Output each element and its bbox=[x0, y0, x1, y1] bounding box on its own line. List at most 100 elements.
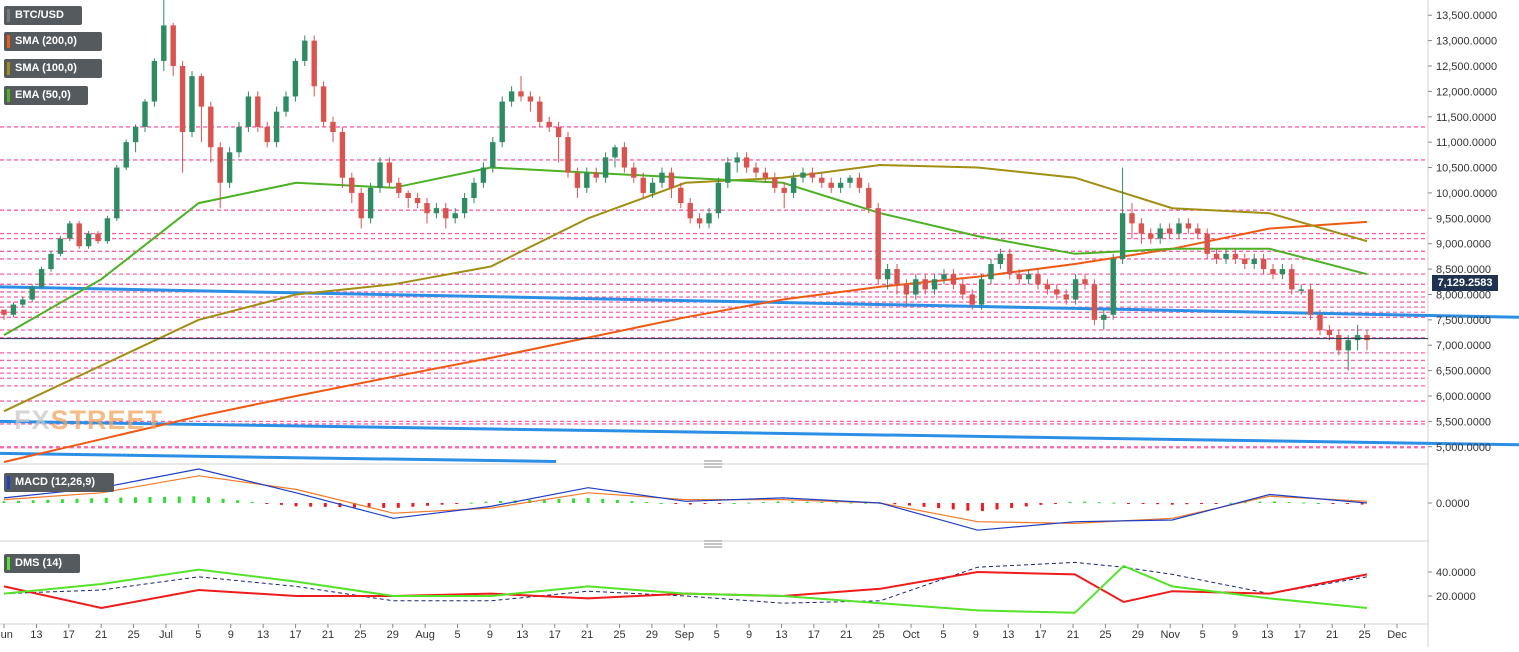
macd-histogram-bar bbox=[75, 498, 79, 503]
macd-histogram-bar bbox=[951, 503, 955, 510]
macd-histogram-bar bbox=[1126, 503, 1130, 504]
x-tick-label: Jun bbox=[0, 629, 13, 641]
macd-histogram-bar bbox=[2, 501, 6, 503]
macd-histogram-bar bbox=[1156, 503, 1160, 505]
x-tick-label: 13 bbox=[30, 629, 42, 641]
candle-body bbox=[67, 223, 73, 239]
candle-body bbox=[1260, 258, 1267, 270]
x-tick-label: 25 bbox=[1099, 629, 1111, 641]
legend-sma200-swatch bbox=[7, 35, 10, 48]
candle-body bbox=[753, 167, 759, 173]
x-tick-label: 21 bbox=[840, 629, 852, 641]
candle-body bbox=[631, 167, 637, 178]
x-tick-label: 9 bbox=[228, 629, 234, 641]
macd-histogram-bar bbox=[1083, 501, 1087, 503]
candle-body bbox=[29, 286, 35, 300]
macd-histogram-bar bbox=[426, 503, 430, 506]
y-tick-label: 10,500.0000 bbox=[1436, 163, 1497, 175]
di-plus-line bbox=[3, 564, 1368, 614]
macd-histogram-bar bbox=[367, 503, 371, 508]
macd-histogram-bar bbox=[1112, 502, 1116, 504]
macd-histogram-bar bbox=[1331, 503, 1335, 504]
macd-histogram-bar bbox=[294, 503, 298, 507]
candle-body bbox=[132, 126, 139, 143]
sma100-line bbox=[3, 163, 1368, 413]
macd-histogram-bar bbox=[455, 503, 459, 504]
candle-body bbox=[1317, 314, 1323, 330]
candle-body bbox=[236, 126, 242, 153]
candle-body bbox=[208, 106, 214, 148]
candle-body bbox=[894, 269, 900, 285]
macd-histogram-bar bbox=[805, 501, 809, 503]
y-tick-label: 8,500.0000 bbox=[1436, 264, 1491, 276]
candle-body bbox=[1176, 223, 1182, 234]
macd-histogram-bar bbox=[864, 502, 868, 504]
candle-body bbox=[1044, 284, 1051, 290]
candle-body bbox=[198, 76, 205, 107]
legend-ema50[interactable]: EMA (50,0) bbox=[4, 86, 88, 105]
legend-macd[interactable]: MACD (12,26,9) bbox=[4, 473, 114, 492]
macd-histogram-bar bbox=[440, 503, 444, 505]
legend-symbol[interactable]: BTC/USD bbox=[4, 6, 82, 25]
macd-histogram-bar bbox=[1302, 502, 1306, 504]
macd-histogram-bar bbox=[761, 501, 765, 503]
legend-macd-label: MACD (12,26,9) bbox=[15, 476, 96, 488]
candle-body bbox=[443, 208, 449, 219]
candle-body bbox=[396, 182, 402, 193]
macd-histogram-bar bbox=[586, 497, 590, 503]
candle-body bbox=[1345, 340, 1351, 351]
candle-body bbox=[377, 162, 383, 188]
legend-sma200[interactable]: SMA (200,0) bbox=[4, 32, 102, 51]
candle-body bbox=[123, 142, 129, 168]
x-tick-label: 9 bbox=[746, 629, 752, 641]
macd-histogram-bar bbox=[1229, 502, 1233, 504]
candle-body bbox=[602, 157, 609, 178]
watermark-logo: FXSTREET bbox=[14, 405, 164, 435]
macd-histogram-bar bbox=[60, 499, 64, 503]
candle-body bbox=[950, 274, 957, 285]
candle-body bbox=[302, 40, 308, 61]
candle-body bbox=[537, 101, 543, 122]
macd-histogram-bar bbox=[542, 499, 546, 503]
candle-body bbox=[330, 121, 336, 132]
macd-histogram-bar bbox=[732, 503, 736, 504]
macd-histogram-bar bbox=[192, 496, 196, 503]
macd-histogram-bar bbox=[338, 503, 342, 508]
candle-body bbox=[837, 182, 844, 188]
macd-histogram-bar bbox=[484, 501, 488, 503]
x-tick-label: 21 bbox=[1326, 629, 1338, 641]
candle-body bbox=[1157, 228, 1163, 239]
candle-body bbox=[424, 203, 430, 214]
legend-sma100[interactable]: SMA (100,0) bbox=[4, 59, 102, 78]
legend-dms-swatch bbox=[7, 557, 10, 570]
macd-histogram-bar bbox=[236, 500, 240, 503]
candle-body bbox=[1336, 335, 1342, 351]
macd-histogram-bar bbox=[279, 503, 283, 505]
candle-body bbox=[1, 309, 7, 315]
legend-dms[interactable]: DMS (14) bbox=[4, 554, 80, 573]
candle-body bbox=[725, 162, 731, 183]
candle-body bbox=[1251, 258, 1257, 264]
candle-body bbox=[1035, 274, 1041, 285]
x-tick-label: 17 bbox=[549, 629, 561, 641]
macd-histogram-bar bbox=[1185, 503, 1189, 505]
candle-body bbox=[574, 172, 581, 188]
macd-histogram-bar bbox=[557, 498, 561, 503]
candle-body bbox=[875, 208, 881, 280]
candle-body bbox=[706, 213, 712, 224]
macd-histogram-bar bbox=[250, 501, 254, 503]
candle-body bbox=[828, 182, 834, 188]
candle-body bbox=[161, 25, 167, 61]
candle-body bbox=[10, 304, 17, 315]
candle-body bbox=[1354, 335, 1361, 341]
candle-body bbox=[1148, 233, 1154, 239]
candle-body bbox=[809, 172, 816, 178]
candle-body bbox=[1279, 269, 1286, 275]
candle-body bbox=[471, 182, 477, 198]
candle-body bbox=[546, 121, 552, 127]
macd-histogram-bar bbox=[630, 500, 634, 503]
x-tick-label: 13 bbox=[516, 629, 528, 641]
x-tick-label: 5 bbox=[940, 629, 946, 641]
candle-body bbox=[339, 132, 346, 178]
